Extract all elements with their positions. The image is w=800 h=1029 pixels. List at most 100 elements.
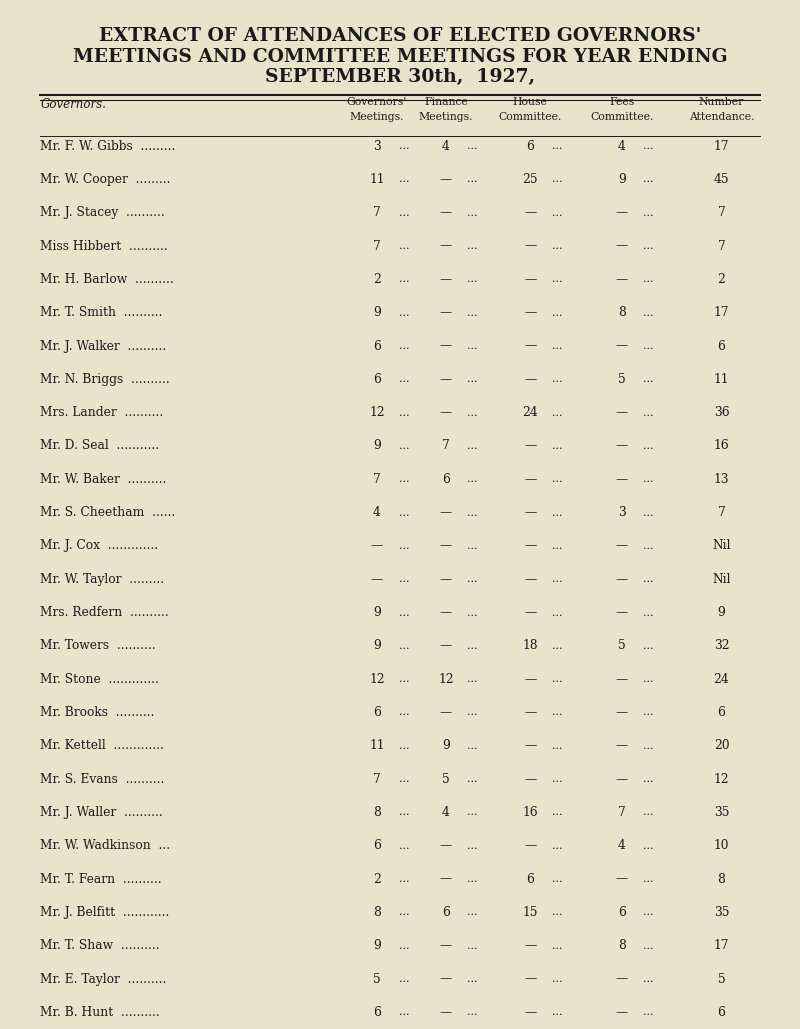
Text: ...: ... — [467, 974, 478, 984]
Text: ...: ... — [398, 474, 409, 485]
Text: —: — — [616, 739, 628, 752]
Text: Finance: Finance — [424, 97, 468, 107]
Text: —: — — [440, 206, 452, 219]
Text: ...: ... — [467, 841, 478, 851]
Text: ...: ... — [467, 175, 478, 184]
Text: —: — — [524, 573, 536, 586]
Text: ...: ... — [643, 908, 654, 918]
Text: ...: ... — [467, 708, 478, 717]
Text: ...: ... — [552, 341, 562, 351]
Text: 8: 8 — [618, 307, 626, 319]
Text: ...: ... — [398, 808, 409, 817]
Text: ...: ... — [467, 208, 478, 218]
Text: ...: ... — [467, 541, 478, 551]
Text: SEPTEMBER 30th,  1927,: SEPTEMBER 30th, 1927, — [265, 68, 535, 86]
Text: ...: ... — [552, 208, 562, 218]
Text: EXTRACT OF ATTENDANCES OF ELECTED GOVERNORS': EXTRACT OF ATTENDANCES OF ELECTED GOVERN… — [99, 27, 701, 45]
Text: Mr. Brooks  ..........: Mr. Brooks .......... — [40, 706, 154, 719]
Text: 6: 6 — [373, 1005, 381, 1019]
Text: ...: ... — [643, 841, 654, 851]
Text: 2: 2 — [718, 273, 726, 286]
Text: ...: ... — [467, 275, 478, 284]
Text: ...: ... — [643, 774, 654, 784]
Text: 16: 16 — [522, 806, 538, 819]
Text: —: — — [440, 939, 452, 952]
Text: ...: ... — [398, 574, 409, 584]
Text: ...: ... — [552, 574, 562, 584]
Text: MEETINGS AND COMMITTEE MEETINGS FOR YEAR ENDING: MEETINGS AND COMMITTEE MEETINGS FOR YEAR… — [73, 47, 727, 66]
Text: —: — — [440, 240, 452, 252]
Text: Meetings.: Meetings. — [350, 112, 404, 122]
Text: ...: ... — [398, 275, 409, 284]
Text: ...: ... — [552, 175, 562, 184]
Text: ...: ... — [552, 708, 562, 717]
Text: ...: ... — [398, 407, 409, 418]
Text: ...: ... — [643, 641, 654, 651]
Text: ...: ... — [467, 741, 478, 751]
Text: 9: 9 — [718, 606, 726, 619]
Text: 18: 18 — [522, 639, 538, 652]
Text: —: — — [616, 873, 628, 886]
Text: ...: ... — [643, 708, 654, 717]
Text: 11: 11 — [370, 173, 385, 186]
Text: 13: 13 — [714, 472, 730, 486]
Text: 7: 7 — [618, 806, 626, 819]
Text: ...: ... — [643, 175, 654, 184]
Text: 9: 9 — [373, 939, 381, 952]
Text: 4: 4 — [442, 806, 450, 819]
Text: —: — — [616, 539, 628, 553]
Text: —: — — [616, 573, 628, 586]
Text: —: — — [524, 673, 536, 685]
Text: —: — — [616, 406, 628, 419]
Text: ...: ... — [643, 741, 654, 751]
Text: 17: 17 — [714, 140, 730, 152]
Text: 6: 6 — [373, 340, 381, 353]
Text: Governors.: Governors. — [40, 99, 106, 111]
Text: ...: ... — [398, 1007, 409, 1018]
Text: —: — — [524, 472, 536, 486]
Text: 7: 7 — [373, 472, 381, 486]
Text: 6: 6 — [442, 472, 450, 486]
Text: ...: ... — [643, 375, 654, 385]
Text: ...: ... — [643, 441, 654, 451]
Text: Attendance.: Attendance. — [689, 112, 754, 122]
Text: ...: ... — [552, 974, 562, 984]
Text: Mr. T. Smith  ..........: Mr. T. Smith .......... — [40, 307, 162, 319]
Text: 6: 6 — [442, 906, 450, 919]
Text: —: — — [616, 773, 628, 785]
Text: 8: 8 — [373, 906, 381, 919]
Text: ...: ... — [467, 774, 478, 784]
Text: 5: 5 — [618, 639, 626, 652]
Text: 6: 6 — [718, 1005, 726, 1019]
Text: ...: ... — [467, 808, 478, 817]
Text: ...: ... — [467, 507, 478, 518]
Text: 5: 5 — [718, 972, 726, 986]
Text: ...: ... — [467, 908, 478, 918]
Text: Mr. N. Briggs  ..........: Mr. N. Briggs .......... — [40, 372, 170, 386]
Text: Mr. S. Cheetham  ......: Mr. S. Cheetham ...... — [40, 506, 176, 519]
Text: 25: 25 — [522, 173, 538, 186]
Text: ...: ... — [398, 308, 409, 318]
Text: —: — — [524, 840, 536, 852]
Text: ...: ... — [398, 341, 409, 351]
Text: ...: ... — [552, 908, 562, 918]
Text: ...: ... — [398, 141, 409, 151]
Text: —: — — [440, 307, 452, 319]
Text: —: — — [616, 972, 628, 986]
Text: ...: ... — [552, 808, 562, 817]
Text: ...: ... — [467, 308, 478, 318]
Text: 24: 24 — [714, 673, 730, 685]
Text: —: — — [524, 539, 536, 553]
Text: —: — — [524, 739, 536, 752]
Text: 45: 45 — [714, 173, 730, 186]
Text: ...: ... — [643, 275, 654, 284]
Text: ...: ... — [552, 741, 562, 751]
Text: ...: ... — [552, 474, 562, 485]
Text: —: — — [440, 706, 452, 719]
Text: ...: ... — [552, 507, 562, 518]
Text: 32: 32 — [714, 639, 730, 652]
Text: Mr. B. Hunt  ..........: Mr. B. Hunt .......... — [40, 1005, 160, 1019]
Text: —: — — [524, 307, 536, 319]
Text: —: — — [616, 706, 628, 719]
Text: ...: ... — [467, 407, 478, 418]
